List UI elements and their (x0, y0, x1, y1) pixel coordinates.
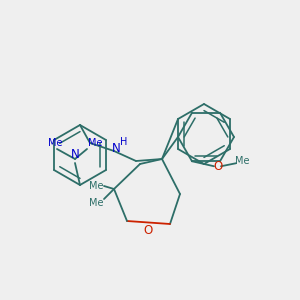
Text: Me: Me (235, 156, 249, 166)
Text: N: N (70, 148, 80, 161)
Text: O: O (213, 160, 223, 173)
Text: H: H (120, 137, 128, 147)
Text: Me: Me (88, 138, 102, 148)
Text: Me: Me (89, 198, 103, 208)
Text: Me: Me (89, 181, 103, 191)
Text: N: N (112, 142, 120, 154)
Text: O: O (144, 224, 153, 237)
Text: Me: Me (48, 138, 62, 148)
